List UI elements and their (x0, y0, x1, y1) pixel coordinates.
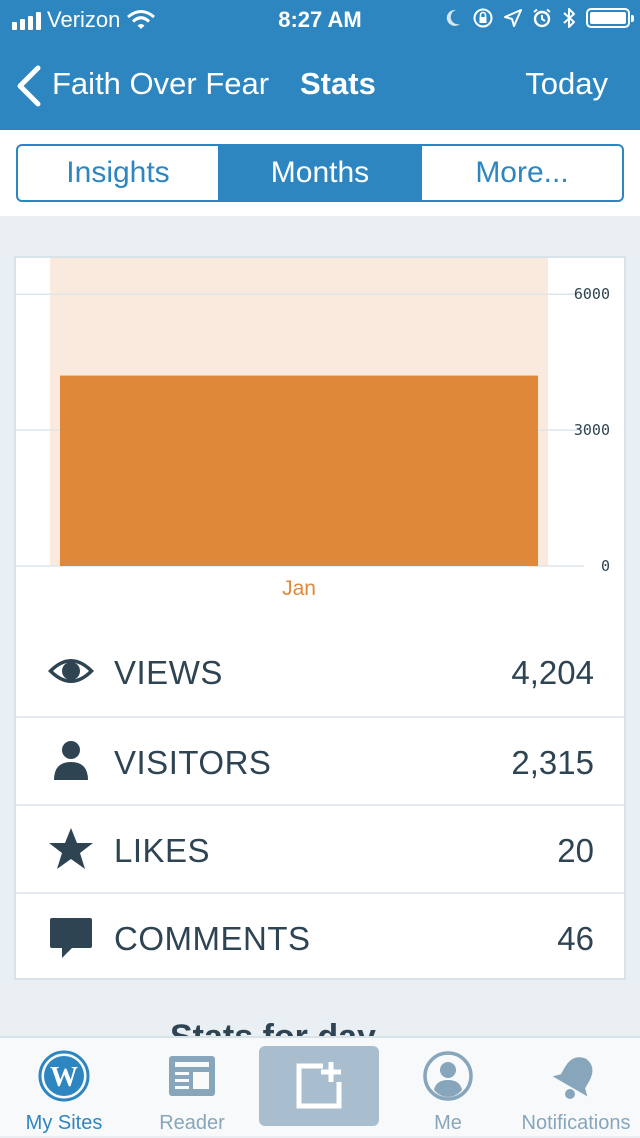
tab-write-post[interactable] (259, 1046, 379, 1126)
tab-label: Reader (159, 1112, 225, 1134)
back-chevron-icon[interactable] (14, 64, 44, 108)
eye-icon (48, 659, 94, 683)
bluetooth-icon (563, 8, 575, 28)
bar (60, 375, 538, 566)
rotation-lock-icon (473, 8, 493, 28)
location-icon (504, 9, 522, 27)
stats-card: 0 3000 6000 Jan VIEWS 4,204 VISITORS 2,315 … (14, 256, 626, 980)
person-icon (54, 741, 88, 780)
stats-summary-list: VIEWS 4,204 VISITORS 2,315 LIKES 20 COMM… (16, 628, 624, 980)
write-post-icon (296, 1062, 342, 1109)
tab-label: My Sites (25, 1112, 103, 1134)
carrier-info: Verizon (12, 7, 156, 33)
stat-row-comments[interactable]: COMMENTS 46 (16, 892, 624, 980)
y-tick-label: 6000 (574, 285, 610, 303)
signal-icon (12, 10, 41, 30)
moon-icon (446, 9, 460, 26)
period-selector-bar: Insights Months More... (0, 130, 640, 216)
stat-value: 20 (557, 832, 594, 869)
stat-label: COMMENTS (114, 920, 311, 957)
status-time: 8:27 AM (278, 7, 362, 32)
star-icon (49, 828, 93, 869)
period-segmented-control: Insights Months More... (16, 144, 624, 202)
y-tick-label: 0 (601, 557, 610, 575)
carrier-name: Verizon (47, 7, 121, 32)
svg-text:W: W (50, 1062, 78, 1093)
tab-my-sites[interactable]: W My Sites (0, 1038, 128, 1138)
bell-icon (552, 1057, 593, 1099)
tab-notifications[interactable]: Notifications (512, 1038, 640, 1138)
wordpress-icon: W (38, 1050, 90, 1102)
segment-insights[interactable]: Insights (66, 156, 170, 189)
status-bar: Verizon 8:27 AM (0, 0, 640, 40)
wifi-icon (127, 10, 156, 29)
comment-icon (50, 918, 92, 958)
today-button[interactable]: Today (525, 66, 608, 101)
tab-me[interactable]: Me (384, 1038, 512, 1138)
stat-row-views[interactable]: VIEWS 4,204 (16, 628, 624, 716)
segment-more[interactable]: More... (420, 146, 622, 200)
views-bar-chart: 0 3000 6000 Jan (16, 258, 610, 600)
segment-months[interactable]: Months (218, 146, 420, 200)
tab-label: Notifications (521, 1112, 631, 1134)
alarm-icon (533, 8, 551, 28)
profile-icon (423, 1051, 473, 1101)
stat-value: 2,315 (511, 744, 594, 781)
page-title: Stats (300, 66, 376, 101)
stat-row-likes[interactable]: LIKES 20 (16, 804, 624, 892)
tab-reader[interactable]: Reader (128, 1038, 256, 1138)
back-site-name[interactable]: Faith Over Fear (52, 66, 270, 101)
stat-label: LIKES (114, 832, 211, 869)
status-icons (444, 7, 634, 29)
y-tick-label: 3000 (574, 421, 610, 439)
tab-label: Me (434, 1112, 462, 1134)
stat-value: 46 (557, 920, 594, 957)
tab-bar: W My Sites Reader Me Not (0, 1036, 640, 1136)
battery-icon (586, 8, 634, 28)
stat-value: 4,204 (511, 654, 594, 691)
stat-row-visitors[interactable]: VISITORS 2,315 (16, 716, 624, 804)
reader-icon (169, 1056, 215, 1096)
navigation-bar: Faith Over Fear Stats Today (0, 40, 640, 130)
x-tick-label: Jan (282, 577, 316, 600)
stat-label: VIEWS (114, 654, 223, 691)
stat-label: VISITORS (114, 744, 272, 781)
